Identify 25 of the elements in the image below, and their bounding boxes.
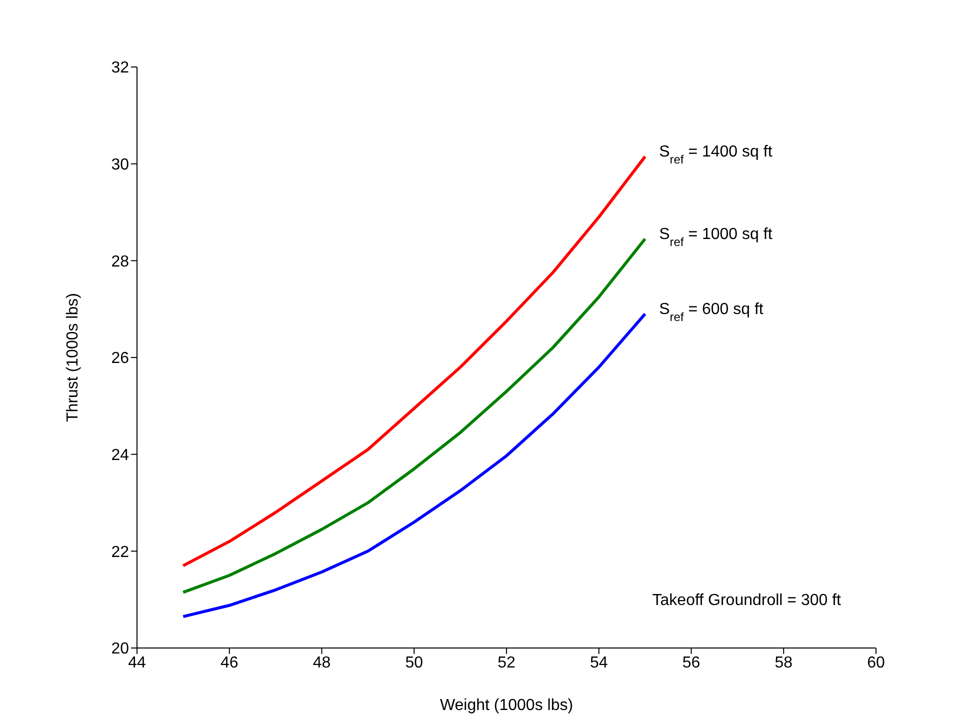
x-tick-label: 48 [312, 654, 331, 672]
y-tick-label: 32 [111, 60, 130, 77]
y-tick-label: 26 [111, 350, 130, 368]
x-tick-label: 46 [220, 654, 238, 672]
series-label: S$_{ref}$ = 1000 sq ft [659, 226, 773, 249]
y-tick-label: 30 [111, 156, 130, 174]
x-tick-label: 60 [867, 654, 885, 672]
y-axis-title: Thrust (1000s lbs) [64, 293, 82, 422]
line-series [182, 237, 647, 594]
y-tick-label: 24 [111, 447, 130, 464]
x-tick-label: 54 [590, 654, 608, 672]
annotation: Takeoff Groundroll = 300 ft [652, 592, 841, 610]
x-tick-label: 52 [498, 654, 516, 672]
x-tick-label: 56 [682, 654, 700, 672]
x-tick-label: 50 [405, 654, 424, 672]
x-axis-title: Weight (1000s lbs) [440, 697, 574, 714]
line-series [182, 155, 647, 568]
y-tick-label: 20 [111, 640, 130, 658]
series-label: S$_{ref}$ = 1400 sq ft [659, 144, 773, 167]
y-tick-label: 28 [111, 253, 130, 270]
x-tick-label: 44 [128, 654, 146, 672]
x-tick-label: 58 [774, 654, 793, 672]
line-series [182, 312, 647, 618]
y-tick-label: 22 [111, 544, 130, 561]
series-label: S$_{ref}$ = 600 sq ft [659, 300, 764, 324]
